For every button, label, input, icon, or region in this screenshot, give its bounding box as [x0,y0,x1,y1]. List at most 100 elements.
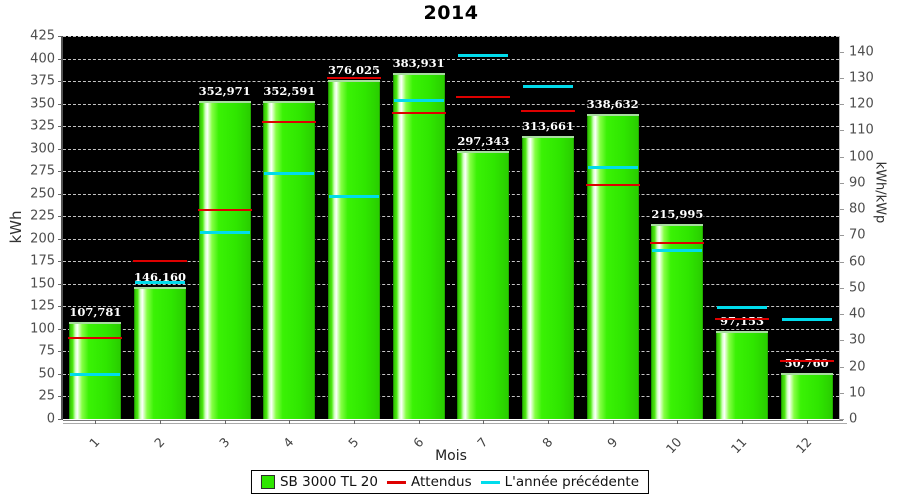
bar-value-label: 338,632 [586,96,639,111]
gridline-125 [63,306,839,308]
legend-label-sb3000: SB 3000 TL 20 [279,474,378,490]
right-axis-tick-mark [840,182,844,184]
precedente-line [264,171,315,175]
right-axis-line [839,36,840,420]
right-axis-tick-mark [840,366,844,368]
legend-item-sb3000[interactable]: SB 3000 TL 20 [260,474,378,490]
left-axis-tick-mark [58,373,62,375]
left-axis-tick-label: 0 [46,411,55,427]
left-axis-tick-mark [58,126,62,128]
gridline-325 [63,126,839,128]
bar-value-label: 146,160 [133,270,187,285]
right-axis-tick-mark [840,261,844,263]
bar-month-3 [198,100,251,419]
left-axis-tick-mark [58,148,62,150]
left-axis-tick-label: 25 [38,388,55,404]
left-axis-tick-label: 425 [30,28,55,44]
right-axis-tick-mark [840,156,844,158]
plot-area: 107,781 146,160 352,971 352,591 376,025 383,9… [63,36,839,419]
bar-month-8 [522,136,574,419]
right-axis-tick-label: 70 [849,227,866,243]
attendus-line [456,96,511,99]
left-axis-tick-label: 350 [30,96,55,112]
left-axis-tick-mark [58,351,62,353]
bar-month-11 [716,331,768,419]
bar-value-label: 352,591 [263,84,316,99]
right-axis-tick-label: 0 [849,411,858,427]
attendus-line [521,109,575,112]
gridline-350 [63,103,839,105]
left-axis-tick-mark [58,171,62,173]
left-axis-tick-label: 175 [30,253,55,269]
x-axis-tick-mark [160,420,161,424]
chart-title: 2014 [423,2,479,24]
legend-item-precedente[interactable]: L'année précédente [480,474,639,490]
legend: SB 3000 TL 20 Attendus L'année précédent… [250,470,650,494]
bar-month-4 [263,101,316,419]
legend-item-attendus[interactable]: Attendus [386,474,472,490]
bar-value-label: 50,760 [784,356,829,371]
right-axis-tick-label: 30 [849,332,866,348]
precedente-line [135,281,185,285]
x-axis-tick-mark [289,420,291,424]
gridline-50 [63,373,839,375]
precedente-line [199,231,250,235]
left-axis-tick-mark [58,36,62,37]
left-axis-tick-mark [58,283,62,285]
bar-value-label: 97,153 [719,314,765,329]
attendus-line [68,336,123,339]
right-axis-tick-mark [840,130,844,132]
right-axis-tick-label: 10 [849,385,866,401]
bar-month-5 [328,80,380,419]
left-axis-title: kWh [7,210,25,244]
attendus-dash-icon [386,480,406,484]
bar-month-9 [586,113,639,419]
right-axis-tick-mark [840,314,844,316]
right-axis-tick-mark [840,77,844,79]
left-axis-tick-mark [58,216,62,218]
precedente-line [70,372,121,376]
right-axis-tick-mark [840,340,844,342]
gridline-150 [63,283,839,285]
precedente-line [587,165,638,169]
attendus-line [391,111,446,114]
right-axis-tick-mark [840,104,844,106]
right-axis-tick-mark [840,235,844,237]
attendus-line [133,260,187,263]
right-axis-tick-label: 110 [849,122,874,138]
attendus-line [327,77,381,80]
right-axis-tick-label: 130 [849,70,874,86]
left-axis-tick-label: 225 [30,208,55,224]
x-axis-tick-mark [677,420,679,424]
right-axis-tick-mark [840,287,844,289]
x-axis-line [63,420,843,421]
left-axis-tick-label: 325 [30,118,55,134]
right-axis-tick-label: 60 [849,254,866,270]
gridline-25 [63,396,839,398]
gridline-400 [63,58,839,60]
left-axis-tick-label: 100 [30,321,55,337]
attendus-line [779,360,834,363]
left-axis-tick-mark [58,193,62,195]
left-axis-tick-mark [58,419,62,420]
gridline-225 [63,216,839,218]
right-axis-tick-label: 120 [849,96,874,112]
right-axis-tick-mark [840,419,844,420]
left-axis-tick-label: 75 [38,343,55,359]
attendus-line [650,242,705,245]
precedente-line [393,98,444,102]
left-axis-tick-label: 250 [30,186,55,202]
left-axis-tick-mark [58,58,62,60]
right-axis-title: kWh/kWp [872,161,888,224]
right-axis-tick-label: 20 [849,359,866,375]
right-axis-tick-label: 90 [849,175,866,191]
bar-value-label: 297,343 [457,134,510,149]
bar-value-label: 383,931 [392,56,445,70]
x-axis-tick-mark [354,420,355,424]
bar-month-12 [780,373,833,419]
gridline-275 [63,171,839,173]
precedente-dash-icon [480,480,500,484]
attendus-line [262,120,317,123]
x-axis-tick-mark [548,420,549,424]
precedente-line [458,53,509,57]
